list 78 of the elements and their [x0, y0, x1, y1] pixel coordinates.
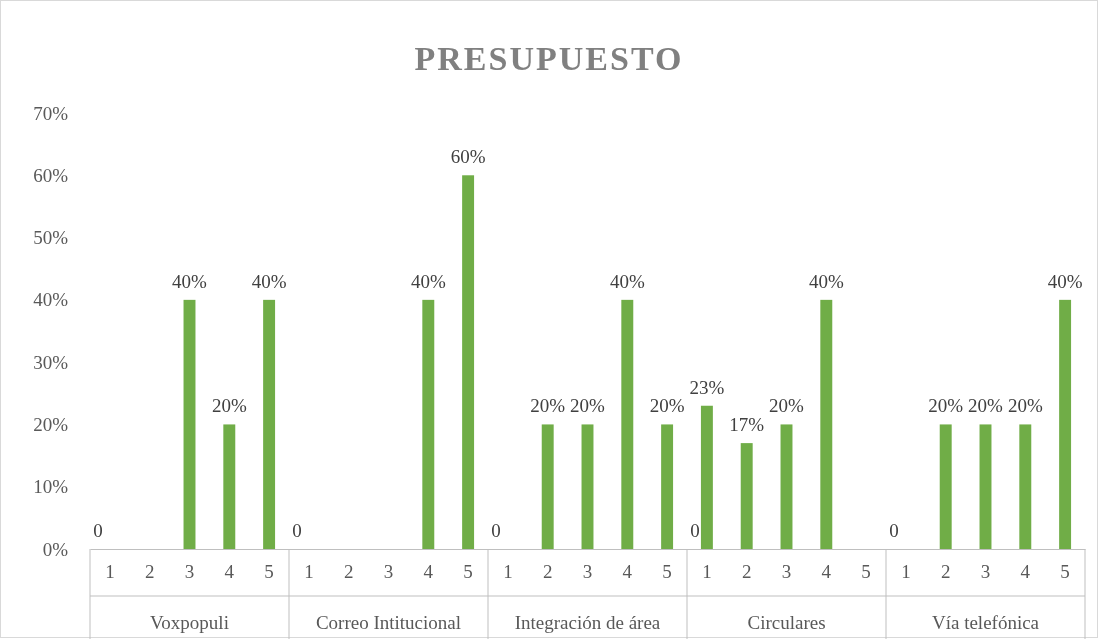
- data-label: 40%: [251, 270, 287, 292]
- data-label: 0: [491, 520, 501, 541]
- data-label: 20%: [649, 395, 685, 417]
- data-label: 40%: [172, 270, 208, 292]
- data-label: 40%: [410, 270, 446, 292]
- y-tick-label: 30%: [33, 351, 69, 373]
- x-tick-label: 3: [980, 561, 991, 583]
- bar: [263, 299, 276, 549]
- bar: [939, 424, 952, 549]
- y-tick-label: 60%: [33, 164, 69, 186]
- chart-title: PRESUPUESTO: [414, 40, 684, 77]
- data-label: 40%: [609, 270, 645, 292]
- bar: [780, 424, 793, 549]
- data-label: 20%: [530, 395, 566, 417]
- data-label: 0: [889, 520, 899, 541]
- text: Circulares: [747, 612, 826, 633]
- y-tick-label: 50%: [33, 227, 69, 249]
- x-tick-label: 2: [144, 561, 155, 583]
- data-label: 20%: [1007, 395, 1043, 417]
- y-tick-label: 20%: [33, 414, 69, 436]
- bar: [422, 299, 435, 549]
- data-label: 20%: [968, 395, 1004, 417]
- y-tick-label: 10%: [33, 476, 69, 498]
- data-label: 17%: [729, 414, 765, 436]
- bar: [820, 299, 833, 549]
- x-tick-label: 4: [1020, 561, 1031, 583]
- x-tick-label: 2: [741, 561, 752, 583]
- x-tick-label: 5: [861, 561, 871, 583]
- bar: [223, 424, 236, 549]
- text: Correo Intitucional: [315, 612, 462, 633]
- bar: [1019, 424, 1032, 549]
- x-tick-label: 1: [304, 561, 314, 583]
- x-tick-label: 5: [264, 561, 274, 583]
- bar: [700, 405, 713, 549]
- text: Voxpopuli: [150, 612, 229, 633]
- text: Vía telefónica: [931, 612, 1040, 633]
- data-label: 20%: [570, 395, 606, 417]
- x-tick-label: 5: [1060, 561, 1070, 583]
- data-label: 20%: [928, 395, 964, 417]
- bar: [581, 424, 594, 549]
- x-tick-label: 2: [940, 561, 951, 583]
- bar: [740, 443, 753, 549]
- x-tick-label: 5: [662, 561, 672, 583]
- data-label: 0: [93, 520, 103, 541]
- x-tick-label: 3: [781, 561, 792, 583]
- x-tick-label: 3: [184, 561, 195, 583]
- x-tick-label: 1: [503, 561, 513, 583]
- bar: [979, 424, 992, 549]
- x-tick-label: 2: [343, 561, 354, 583]
- x-tick-label: 4: [224, 561, 235, 583]
- y-tick-label: 70%: [33, 102, 69, 124]
- bar: [661, 424, 674, 549]
- x-tick-label: 2: [542, 561, 553, 583]
- bar: [183, 299, 196, 549]
- data-label: 40%: [1047, 270, 1083, 292]
- bar: [462, 175, 475, 549]
- data-label: 0: [292, 520, 302, 541]
- bar: [621, 299, 634, 549]
- data-label: 40%: [808, 270, 844, 292]
- x-tick-label: 4: [821, 561, 832, 583]
- data-label: 20%: [769, 395, 805, 417]
- x-tick-label: 1: [901, 561, 911, 583]
- x-tick-label: 1: [702, 561, 712, 583]
- x-tick-label: 4: [622, 561, 633, 583]
- bar: [541, 424, 554, 549]
- data-label: 23%: [689, 376, 725, 398]
- x-tick-label: 3: [582, 561, 593, 583]
- data-label: 20%: [211, 395, 247, 417]
- x-tick-label: 5: [463, 561, 473, 583]
- x-tick-label: 1: [105, 561, 115, 583]
- y-tick-label: 0%: [42, 538, 69, 560]
- y-tick-label: 40%: [33, 289, 69, 311]
- text: Integración de área: [514, 612, 661, 633]
- data-label: 60%: [450, 146, 486, 168]
- data-label: 0: [690, 520, 700, 541]
- bar: [1059, 299, 1072, 549]
- x-tick-label: 4: [423, 561, 434, 583]
- x-tick-label: 3: [383, 561, 394, 583]
